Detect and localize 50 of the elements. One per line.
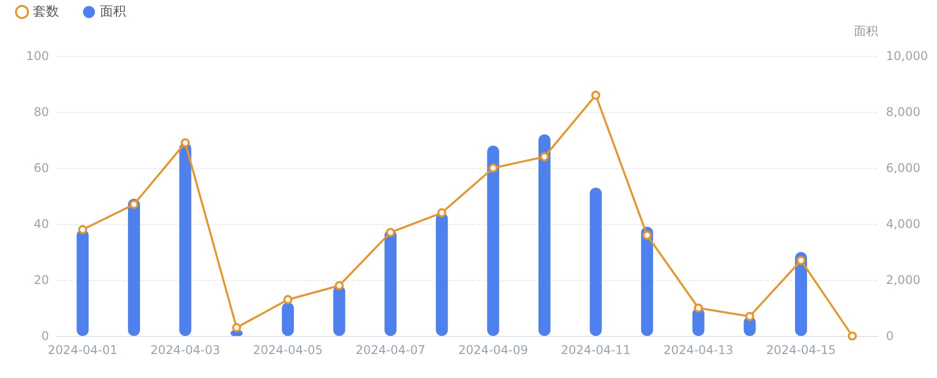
point	[386, 228, 396, 237]
y-tick-label: 80	[34, 105, 49, 119]
x-tick-label: 2024-04-01	[48, 343, 118, 357]
point	[796, 256, 806, 265]
legend-label: 面积	[100, 4, 126, 20]
point	[848, 332, 857, 340]
bar	[795, 252, 808, 336]
y2-tick-label: 2,000	[886, 273, 920, 287]
point	[642, 230, 652, 240]
point	[232, 323, 242, 332]
x-tick-label: 2024-04-03	[150, 343, 220, 357]
y-tick-label: 60	[34, 161, 49, 175]
point	[437, 208, 446, 218]
y2-tick-label: 6,000	[886, 161, 920, 175]
y2-axis-title: 面积	[854, 24, 878, 38]
bar	[590, 188, 602, 336]
point	[283, 295, 292, 304]
point	[129, 200, 138, 209]
bar	[333, 286, 346, 336]
bar	[384, 230, 397, 336]
bar	[76, 230, 89, 336]
y2-tick-label: 8,000	[886, 105, 920, 119]
y-tick-label: 40	[34, 217, 49, 231]
y2-tick-label: 4,000	[886, 217, 920, 231]
point	[334, 281, 344, 290]
x-tick-label: 2024-04-15	[766, 343, 836, 357]
bar	[128, 198, 140, 336]
bar	[641, 226, 654, 336]
point	[180, 138, 190, 148]
x-tick-label: 2024-04-09	[458, 343, 528, 357]
point	[591, 90, 600, 100]
y2-tick-label: 0	[886, 329, 894, 343]
bar	[436, 212, 448, 336]
y-tick-label: 0	[41, 329, 49, 343]
point	[694, 304, 703, 312]
bar	[179, 142, 192, 336]
point	[488, 164, 498, 172]
y-tick-label: 20	[34, 273, 49, 287]
bar	[538, 134, 550, 336]
point	[540, 152, 549, 162]
y-tick-label: 100	[26, 49, 49, 63]
x-tick-label: 2024-04-11	[560, 343, 631, 357]
point	[745, 312, 754, 321]
x-tick-label: 2024-04-07	[356, 343, 426, 357]
x-tick-label: 2024-04-05	[253, 343, 323, 357]
x-tick-label: 2024-04-13	[664, 343, 734, 357]
point	[78, 225, 88, 234]
bar	[487, 146, 500, 336]
y2-tick-label: 10,000	[886, 49, 928, 63]
legend-label: 套数	[33, 4, 59, 20]
